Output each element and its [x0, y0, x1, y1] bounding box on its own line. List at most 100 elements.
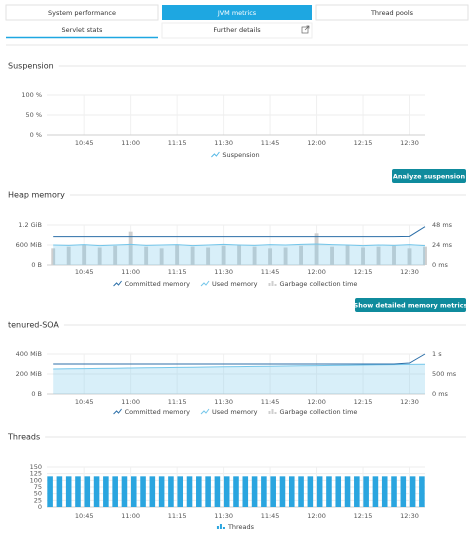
- legend-item[interactable]: Suspension: [211, 151, 260, 159]
- tab-label[interactable]: JVM metrics: [217, 9, 257, 17]
- x-tick-label: 10:45: [75, 512, 94, 520]
- line: [53, 226, 426, 238]
- legend-label[interactable]: Suspension: [222, 151, 259, 159]
- bar: [140, 476, 146, 507]
- legend-item[interactable]: Used memory: [200, 408, 258, 416]
- tab[interactable]: Thread pools: [315, 4, 469, 21]
- bar: [128, 231, 133, 265]
- y-tick-label: 0: [38, 503, 42, 511]
- y-tick-label: 125: [30, 470, 42, 478]
- legend-icon: [274, 412, 277, 414]
- legend-item[interactable]: Garbage collection time: [268, 408, 358, 416]
- tab-label[interactable]: Thread pools: [370, 9, 414, 17]
- legend-label[interactable]: Used memory: [212, 408, 258, 416]
- legend-item[interactable]: Used memory: [200, 280, 258, 288]
- bar: [121, 476, 128, 507]
- x-tick-label: 11:30: [214, 398, 233, 406]
- line: [53, 353, 426, 365]
- bar: [175, 245, 180, 265]
- bar: [252, 246, 257, 265]
- x-tick-label: 11:00: [121, 398, 140, 406]
- bar: [279, 476, 286, 507]
- bar: [214, 476, 221, 507]
- x-tick-label: 11:30: [214, 139, 233, 147]
- legend-item[interactable]: Committed memory: [113, 408, 191, 416]
- section-title: Threads: [7, 433, 40, 442]
- y-tick-label: 50 %: [25, 111, 42, 119]
- tab-label[interactable]: System performance: [48, 9, 116, 17]
- x-tick-label: 12:30: [400, 512, 419, 520]
- y2-tick-label: 1 s: [432, 350, 442, 358]
- bar: [177, 476, 184, 507]
- legend-label[interactable]: Threads: [227, 523, 255, 531]
- tab-active[interactable]: JVM metrics: [162, 5, 312, 20]
- bar: [196, 476, 202, 507]
- y-tick-label: 150: [30, 463, 42, 471]
- bar: [65, 476, 72, 507]
- bar: [283, 247, 288, 265]
- legend-icon: [211, 151, 220, 158]
- x-tick-label: 12:30: [400, 398, 419, 406]
- bar: [237, 245, 242, 265]
- legend-label[interactable]: Garbage collection time: [280, 408, 358, 416]
- tab[interactable]: System performance: [5, 4, 159, 21]
- bar: [97, 247, 102, 265]
- y-tick-label: 100: [30, 476, 42, 484]
- legend-label[interactable]: Garbage collection time: [280, 280, 358, 288]
- subtab-active[interactable]: Servlet stats: [6, 23, 158, 39]
- x-tick-label: 12:30: [400, 139, 419, 147]
- legend-icon: [200, 280, 210, 287]
- legend-item[interactable]: Committed memory: [113, 280, 191, 288]
- bar: [206, 247, 211, 265]
- bar: [299, 245, 304, 265]
- bar: [75, 476, 81, 507]
- line: [53, 363, 426, 370]
- x-tick-label: 12:15: [354, 268, 373, 276]
- subtab-label[interactable]: Further details: [213, 26, 261, 34]
- bar: [103, 476, 109, 507]
- button-bg[interactable]: [355, 298, 466, 312]
- legend-label[interactable]: Used memory: [212, 280, 258, 288]
- bar: [47, 476, 53, 507]
- button[interactable]: Analyze suspension: [392, 169, 466, 183]
- subtab[interactable]: Further details: [161, 22, 313, 39]
- legend-label[interactable]: Committed memory: [125, 280, 191, 288]
- button[interactable]: Show detailed memory metrics: [354, 298, 468, 312]
- bar: [242, 476, 249, 507]
- bar: [330, 246, 334, 265]
- button-label[interactable]: Analyze suspension: [393, 173, 466, 181]
- bar: [316, 476, 323, 507]
- button-label[interactable]: Show detailed memory metrics: [354, 302, 468, 310]
- bar: [82, 245, 87, 265]
- y-tick-label: 0 B: [31, 390, 42, 398]
- legend-icon: [222, 527, 225, 529]
- bar: [307, 476, 314, 507]
- x-tick-label: 11:00: [121, 512, 140, 520]
- bar: [159, 248, 164, 265]
- bar: [419, 476, 425, 507]
- bar: [270, 476, 276, 507]
- y-tick-label: 100 %: [21, 91, 42, 99]
- x-tick-label: 12:15: [354, 139, 373, 147]
- legend-label[interactable]: Committed memory: [125, 408, 191, 416]
- bar: [344, 476, 351, 507]
- bar: [391, 476, 397, 507]
- y-tick-label: 200 MiB: [16, 370, 42, 378]
- legend-icon: [216, 526, 219, 529]
- legend-icon: [113, 408, 122, 415]
- y2-tick-label: 0 ms: [432, 390, 449, 398]
- legend-item[interactable]: Threads: [216, 523, 255, 531]
- x-tick-label: 11:15: [168, 398, 187, 406]
- bar: [345, 245, 350, 265]
- bar: [223, 476, 230, 507]
- button-bg[interactable]: [392, 169, 466, 183]
- legend-icon: [268, 283, 271, 286]
- subtab-label[interactable]: Servlet stats: [62, 26, 104, 34]
- x-tick-label: 11:15: [168, 139, 187, 147]
- x-tick-label: 11:45: [261, 398, 280, 406]
- x-tick-label: 12:00: [307, 398, 326, 406]
- bar: [314, 233, 319, 265]
- bar: [186, 476, 193, 507]
- x-tick-label: 12:00: [307, 139, 326, 147]
- legend-item[interactable]: Garbage collection time: [268, 280, 358, 288]
